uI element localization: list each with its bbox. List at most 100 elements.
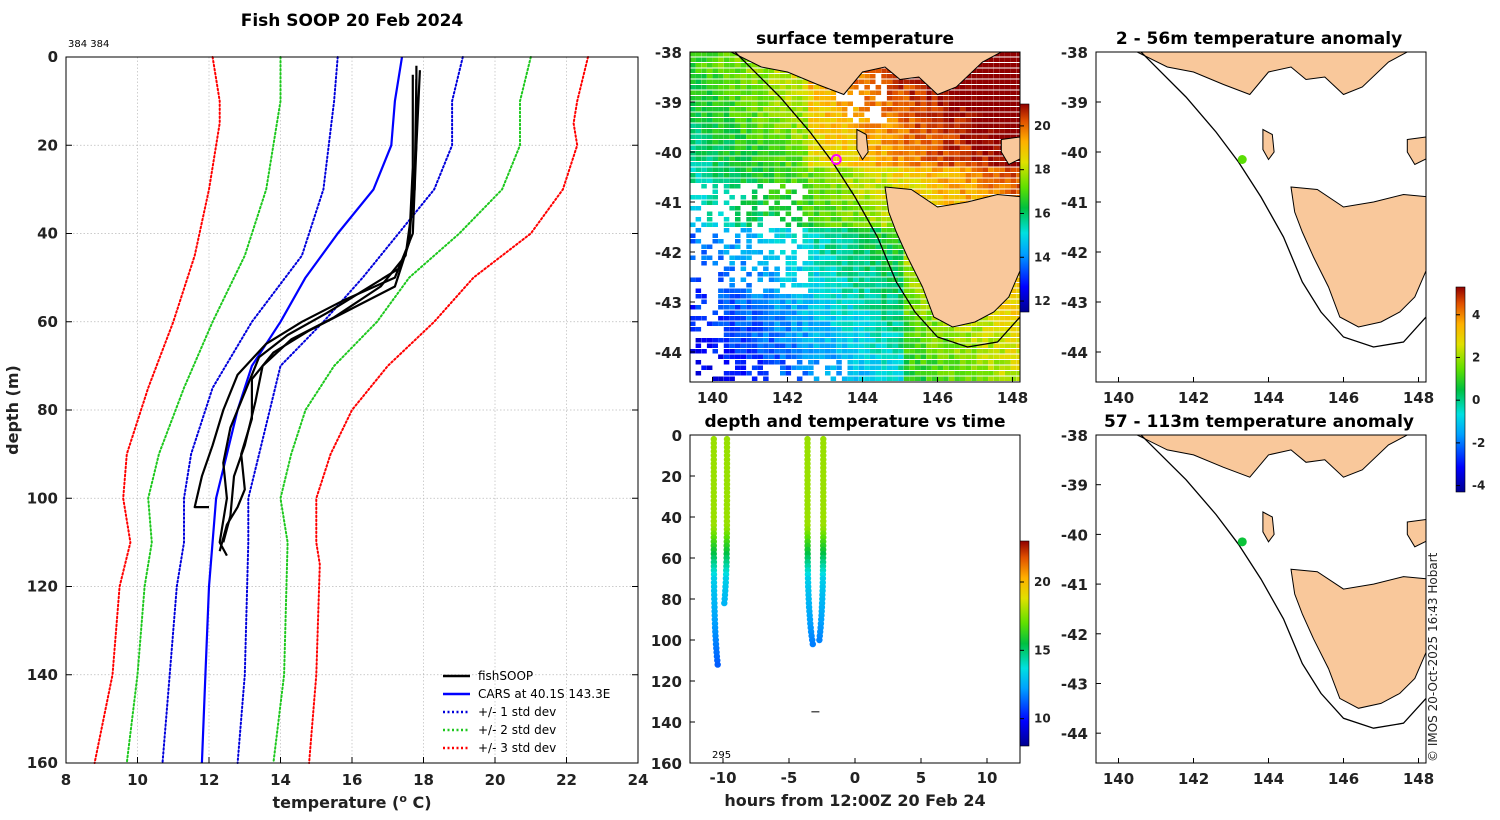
sst-cell: [915, 376, 921, 381]
sst-cell: [813, 112, 820, 117]
sst-cell: [825, 349, 831, 354]
sst-cell: [729, 79, 735, 84]
sst-cell: [712, 118, 718, 123]
sst-cell: [965, 189, 972, 194]
sst-cell: [808, 129, 814, 134]
sst-cell: [948, 371, 955, 376]
sst-cell: [870, 349, 876, 354]
sst-cell: [780, 365, 786, 370]
sst-cell: [937, 145, 943, 150]
sst-cell: [774, 178, 780, 183]
sst-cell: [701, 156, 707, 161]
sst-cell: [976, 90, 983, 95]
anomaly-colorbar-tick-label: 4: [1472, 308, 1480, 322]
sst-cell: [763, 211, 769, 216]
sst-cell: [751, 118, 758, 123]
sst-cell: [729, 305, 735, 310]
sst-cell: [982, 90, 988, 95]
sst-cell: [830, 222, 837, 227]
sst-cell: [988, 57, 994, 62]
sst-cell: [909, 184, 915, 189]
sst-cell: [763, 299, 769, 304]
map-y-tick-label: -43: [1061, 675, 1088, 693]
sst-cell: [892, 349, 898, 354]
sst-cell: [718, 123, 724, 128]
sst-cell: [898, 184, 904, 189]
sst-cell: [870, 255, 876, 260]
sst-cell: [735, 305, 741, 310]
sst-cell: [808, 299, 814, 304]
sst-cell: [774, 349, 780, 354]
sst-cell: [960, 85, 966, 90]
sst-cell: [960, 145, 966, 150]
credit-text: © IMOS 20-Oct-2025 16:43 Hobart: [1426, 552, 1440, 762]
sst-cell: [774, 360, 780, 365]
sst-cell: [920, 360, 927, 365]
sst-cell: [706, 167, 713, 172]
sst-cell: [965, 156, 972, 161]
sst-cell: [830, 250, 837, 255]
sst-cell: [898, 266, 904, 271]
sst-cell: [993, 371, 1000, 376]
sst-cell: [780, 151, 786, 156]
sst-cell: [982, 184, 988, 189]
sst-cell: [853, 178, 859, 183]
sst-cell: [836, 123, 842, 128]
sst-cell: [853, 376, 859, 381]
sst-cell: [943, 90, 949, 95]
sst-cell: [785, 349, 792, 354]
sst-cell: [898, 96, 904, 101]
sst-cell: [819, 101, 825, 106]
sst-cell: [695, 129, 702, 134]
sst-cell: [886, 156, 893, 161]
profile-series-line: [272, 56, 532, 764]
map-y-tick-label: -40: [655, 144, 682, 162]
sst-cell: [853, 327, 859, 332]
sst-cell: [791, 145, 797, 150]
sst-cell: [892, 79, 898, 84]
sst-cell: [768, 74, 775, 79]
sst-cell: [1005, 96, 1011, 101]
sst-cell: [830, 101, 837, 106]
sst-cell: [881, 272, 887, 277]
sst-cell: [841, 327, 848, 332]
sst-cell: [864, 277, 870, 282]
sst-cell: [993, 343, 1000, 348]
sst-cell: [943, 184, 949, 189]
sst-cell: [988, 68, 994, 73]
sst-cell: [813, 156, 820, 161]
depthtime-y-tick-label: 60: [661, 550, 682, 568]
sst-cell: [898, 283, 904, 288]
sst-cell: [976, 107, 983, 112]
sst-cell: [886, 360, 893, 365]
sst-cell: [768, 343, 775, 348]
cast-point: [816, 636, 823, 644]
sst-cell: [898, 140, 904, 145]
sst-cell: [864, 90, 870, 95]
sst-cell: [774, 332, 780, 337]
sst-cell: [886, 343, 893, 348]
sst-cell: [723, 189, 730, 194]
sst-cell: [763, 327, 769, 332]
sst-cell: [763, 107, 769, 112]
sst-cell: [853, 145, 859, 150]
sst-cell: [695, 294, 702, 299]
sst-cell: [909, 96, 915, 101]
sst-cell: [853, 321, 859, 326]
sst-cell: [841, 294, 848, 299]
sst-cell: [853, 173, 859, 178]
sst-cell: [847, 123, 853, 128]
sst-cell: [774, 195, 780, 200]
sst-cell: [875, 294, 882, 299]
sst-cell: [751, 134, 758, 139]
sst-cell: [892, 261, 898, 266]
sst-cell: [813, 250, 820, 255]
sst-cell: [943, 123, 949, 128]
depthtime-y-tick-label: 80: [661, 591, 682, 609]
sst-cell: [729, 195, 735, 200]
sst-cell: [768, 68, 775, 73]
sst-cell: [915, 371, 921, 376]
sst-cell: [718, 140, 724, 145]
sst-cell: [853, 272, 859, 277]
sst-cell: [892, 156, 898, 161]
